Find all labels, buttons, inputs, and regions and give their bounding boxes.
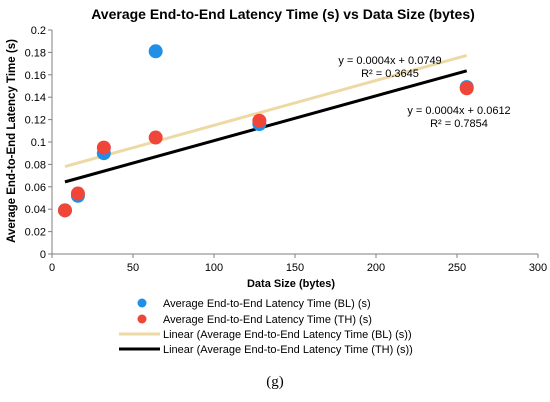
y-tick-label: 0.2 bbox=[31, 25, 46, 37]
trend-r2-bl-text: R² = 0.3645 bbox=[361, 68, 419, 80]
legend-marker-th bbox=[137, 314, 147, 324]
data-points bbox=[57, 44, 474, 218]
legend-label-trend-th: Linear (Average End-to-End Latency Time … bbox=[163, 344, 413, 356]
y-tick-label: 0.04 bbox=[25, 204, 46, 216]
y-tick-label: 0 bbox=[40, 249, 46, 261]
latency-chart: Average End-to-End Latency Time (s) vs D… bbox=[6, 6, 547, 356]
y-tick-label: 0.1 bbox=[31, 137, 46, 149]
x-tick-label: 100 bbox=[205, 262, 223, 274]
y-tick-label: 0.16 bbox=[25, 70, 46, 82]
x-tick-label: 300 bbox=[529, 262, 547, 274]
legend-marker-bl bbox=[137, 298, 147, 308]
legend-label-trend-bl: Linear (Average End-to-End Latency Time … bbox=[163, 329, 412, 341]
y-tick-labels: 0 0.02 0.04 0.06 0.08 0.1 0.12 0.14 0.16 0.18 0.2 bbox=[25, 25, 46, 261]
y-tick-label: 0.18 bbox=[25, 47, 46, 59]
y-tick-label: 0.06 bbox=[25, 182, 46, 194]
legend: Average End-to-End Latency Time (BL) (s)… bbox=[119, 298, 413, 356]
y-tick-label: 0.14 bbox=[25, 92, 46, 104]
chart-title: Average End-to-End Latency Time (s) vs D… bbox=[91, 6, 475, 22]
trendline-bl bbox=[64, 53, 468, 168]
x-tick-label: 50 bbox=[127, 262, 139, 274]
trend-equation-th: y = 0.0004x + 0.0612 R² = 0.7854 bbox=[407, 105, 510, 130]
legend-label-bl: Average End-to-End Latency Time (BL) (s) bbox=[163, 298, 371, 310]
trend-equation-bl: y = 0.0004x + 0.0749 R² = 0.3645 bbox=[338, 55, 441, 80]
x-tick-labels: 0 50 100 150 200 250 300 bbox=[49, 262, 547, 274]
x-tick-label: 250 bbox=[448, 262, 466, 274]
y-tick-label: 0.08 bbox=[25, 159, 46, 171]
figure-caption: (g) bbox=[266, 374, 284, 390]
trend-equation-bl-text: y = 0.0004x + 0.0749 bbox=[338, 55, 441, 67]
data-point-th bbox=[148, 130, 163, 145]
data-point-th bbox=[57, 203, 72, 218]
x-tick-label: 0 bbox=[49, 262, 55, 274]
data-point-th bbox=[70, 186, 85, 201]
x-tick-label: 150 bbox=[286, 262, 304, 274]
x-axis-label: Data Size (bytes) bbox=[247, 278, 335, 290]
data-point-bl bbox=[148, 44, 163, 59]
trend-r2-th-text: R² = 0.7854 bbox=[430, 118, 488, 130]
data-point-th bbox=[459, 81, 474, 96]
x-tick-label: 200 bbox=[367, 262, 385, 274]
y-tick-label: 0.02 bbox=[25, 227, 46, 239]
axes bbox=[48, 29, 539, 258]
legend-label-th: Average End-to-End Latency Time (TH) (s) bbox=[163, 314, 372, 326]
trend-equation-th-text: y = 0.0004x + 0.0612 bbox=[407, 105, 510, 117]
y-tick-label: 0.12 bbox=[25, 115, 46, 127]
y-axis-label: Average End-to-End Latency Time (s) bbox=[6, 39, 18, 243]
data-point-th bbox=[252, 113, 267, 128]
data-point-th bbox=[96, 140, 111, 155]
